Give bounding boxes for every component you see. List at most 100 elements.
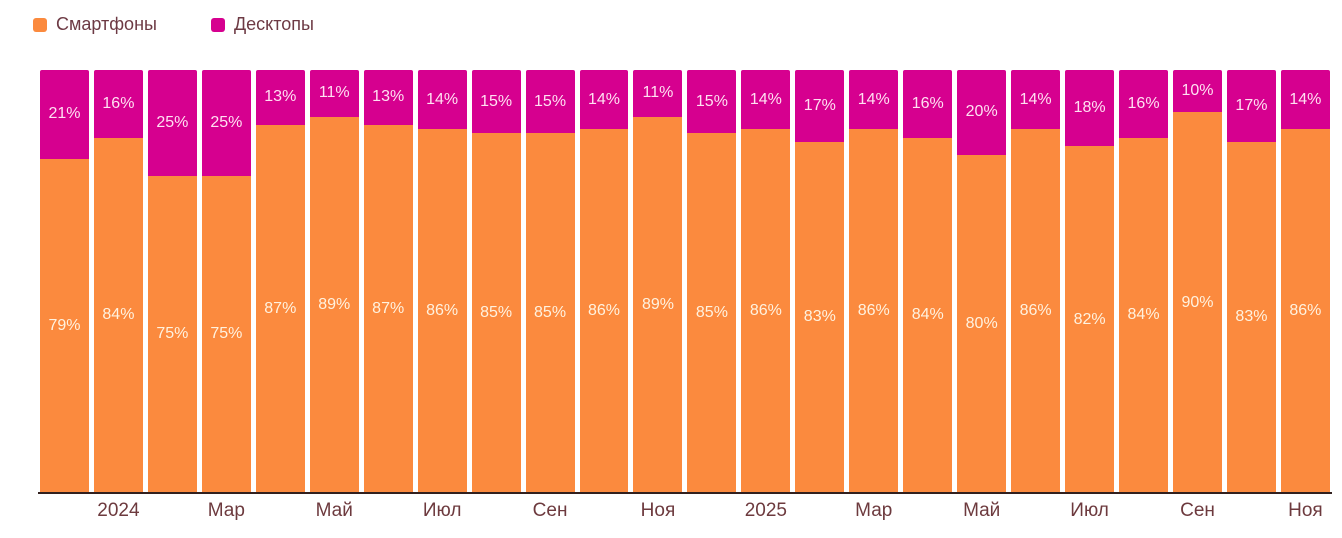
smartphones-segment[interactable]: 89% — [309, 116, 359, 493]
value-label: 80% — [965, 314, 998, 332]
desktops-segment[interactable]: 18% — [1065, 70, 1115, 147]
desktops-segment[interactable]: 16% — [93, 70, 143, 138]
value-label: 17% — [803, 96, 836, 114]
smartphones-segment[interactable]: 84% — [903, 137, 953, 493]
smartphones-segment[interactable]: 82% — [1065, 146, 1115, 493]
value-label: 84% — [102, 306, 135, 324]
desktops-segment[interactable]: 14% — [1011, 70, 1061, 130]
desktops-segment[interactable]: 16% — [1119, 70, 1169, 138]
value-label: 85% — [534, 304, 567, 322]
x-tick-1: 2024 — [97, 500, 140, 521]
smartphones-segment[interactable]: 84% — [1119, 137, 1169, 493]
smartphones-segment[interactable]: 87% — [363, 124, 413, 493]
x-tick-14 — [795, 500, 844, 522]
x-tick-8 — [472, 500, 521, 522]
bar-22[interactable]: 17% 83% — [1226, 70, 1276, 493]
chart-legend: Смартфоны Десктопы — [33, 14, 314, 35]
value-label: 11% — [318, 84, 350, 102]
bar-16[interactable]: 16% 84% — [903, 70, 953, 493]
bar-15[interactable]: 14% 86% — [849, 70, 899, 493]
bar-20[interactable]: 16% 84% — [1119, 70, 1169, 493]
desktops-segment[interactable]: 11% — [309, 70, 359, 117]
smartphones-segment[interactable]: 86% — [741, 129, 791, 493]
bar-12[interactable]: 15% 85% — [687, 70, 737, 493]
value-label: 84% — [1127, 306, 1160, 324]
smartphones-segment[interactable]: 86% — [1011, 129, 1061, 493]
smartphones-segment[interactable]: 86% — [1280, 129, 1330, 493]
bar-13[interactable]: 14% 86% — [741, 70, 791, 493]
desktops-segment[interactable]: 14% — [849, 70, 899, 130]
smartphones-segment[interactable]: 75% — [147, 175, 197, 493]
smartphones-segment[interactable]: 85% — [687, 133, 737, 493]
x-tick-16 — [903, 500, 952, 522]
bar-23[interactable]: 14% 86% — [1280, 70, 1330, 493]
smartphones-segment[interactable]: 90% — [1173, 112, 1222, 493]
desktops-segment[interactable]: 15% — [525, 70, 575, 134]
bar-18[interactable]: 14% 86% — [1011, 70, 1061, 493]
smartphones-segment[interactable]: 85% — [525, 133, 575, 493]
value-label: 87% — [264, 299, 297, 317]
legend-item-smartphones[interactable]: Смартфоны — [33, 14, 157, 35]
bar-1[interactable]: 16% 84% — [93, 70, 143, 493]
bar-9[interactable]: 15% 85% — [525, 70, 575, 493]
desktops-segment[interactable]: 21% — [40, 70, 89, 159]
value-label: 89% — [318, 295, 351, 313]
desktops-segment[interactable]: 17% — [795, 70, 845, 142]
bar-11[interactable]: 11% 89% — [633, 70, 683, 493]
value-label: 14% — [1289, 90, 1322, 108]
smartphones-segment[interactable]: 86% — [417, 129, 467, 493]
bar-2[interactable]: 25% 75% — [147, 70, 197, 493]
bar-8[interactable]: 15% 85% — [471, 70, 521, 493]
desktops-segment[interactable]: 25% — [201, 70, 251, 176]
desktops-segment[interactable]: 15% — [687, 70, 737, 134]
desktops-segment[interactable]: 13% — [363, 70, 413, 125]
value-label: 87% — [372, 299, 405, 317]
bar-7[interactable]: 14% 86% — [417, 70, 467, 493]
bar-10[interactable]: 14% 86% — [579, 70, 629, 493]
bar-21[interactable]: 10% 90% — [1173, 70, 1222, 493]
smartphones-segment[interactable]: 89% — [633, 116, 683, 493]
value-label: 86% — [587, 302, 621, 320]
bar-6[interactable]: 13% 87% — [363, 70, 413, 493]
x-tick-10 — [580, 500, 629, 522]
bar-3[interactable]: 25% 75% — [201, 70, 251, 493]
desktops-segment[interactable]: 14% — [579, 70, 629, 130]
smartphones-segment[interactable]: 86% — [579, 129, 629, 493]
desktops-segment[interactable]: 25% — [147, 70, 197, 176]
desktops-segment[interactable]: 15% — [471, 70, 521, 134]
smartphones-segment[interactable]: 75% — [201, 175, 251, 493]
smartphones-segment[interactable]: 80% — [957, 154, 1007, 493]
smartphones-segment[interactable]: 83% — [795, 141, 845, 493]
bar-5[interactable]: 11% 89% — [309, 70, 359, 493]
value-label: 82% — [1073, 310, 1106, 328]
value-label: 17% — [1235, 96, 1268, 114]
desktops-segment[interactable]: 10% — [1173, 70, 1222, 113]
value-label: 25% — [210, 113, 243, 131]
bar-0[interactable]: 21% 79% — [40, 70, 89, 493]
smartphones-segment[interactable]: 83% — [1226, 141, 1276, 493]
desktops-segment[interactable]: 14% — [417, 70, 467, 130]
smartphones-segment[interactable]: 87% — [255, 124, 305, 493]
desktops-segment[interactable]: 11% — [633, 70, 683, 117]
bar-4[interactable]: 13% 87% — [255, 70, 305, 493]
smartphones-segment[interactable]: 84% — [93, 137, 143, 493]
x-tick-17: Май — [963, 500, 1001, 521]
x-tick-9: Сен — [532, 500, 568, 521]
smartphones-segment[interactable]: 85% — [471, 133, 521, 493]
desktops-segment[interactable]: 17% — [1226, 70, 1276, 142]
value-label: 14% — [749, 90, 782, 108]
desktops-segment[interactable]: 14% — [1280, 70, 1330, 130]
x-tick-13: 2025 — [744, 500, 787, 521]
legend-item-desktops[interactable]: Десктопы — [210, 14, 314, 35]
desktops-segment[interactable]: 16% — [903, 70, 953, 138]
bar-19[interactable]: 18% 82% — [1065, 70, 1115, 493]
x-tick-0 — [40, 500, 89, 522]
stacked-bar-plot-area: 21% 79% 16% 84% 25% 75% 25% 75% 13% 87% 11% 89% 13% 8… — [40, 70, 1330, 493]
bar-14[interactable]: 17% 83% — [795, 70, 845, 493]
desktops-segment[interactable]: 13% — [255, 70, 305, 125]
desktops-segment[interactable]: 14% — [741, 70, 791, 130]
bar-17[interactable]: 20% 80% — [957, 70, 1007, 493]
desktops-segment[interactable]: 20% — [957, 70, 1007, 155]
smartphones-segment[interactable]: 86% — [849, 129, 899, 493]
smartphones-segment[interactable]: 79% — [40, 158, 89, 493]
